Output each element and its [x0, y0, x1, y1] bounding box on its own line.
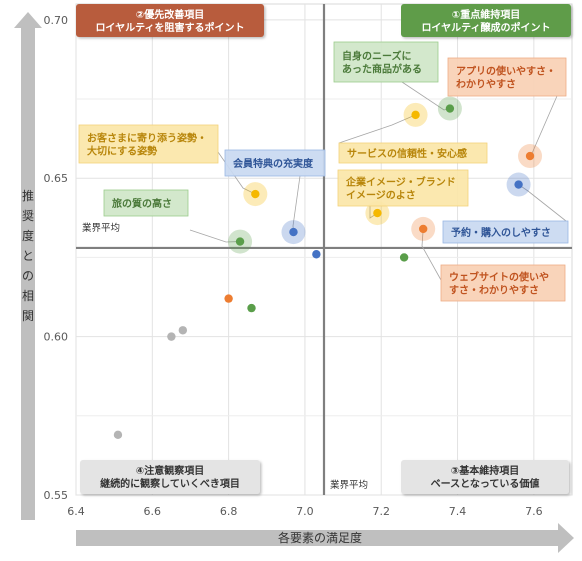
y-tick-label: 0.60: [44, 331, 69, 344]
y-axis-label-char: 奨: [22, 209, 34, 223]
data-point: [419, 224, 428, 234]
annotation-label-line: 大切にする姿勢: [87, 145, 157, 158]
annotation-label-line: 会員特典の充実度: [233, 157, 314, 170]
y-axis-arrow: [14, 12, 42, 520]
annotation-label: お客さまに寄り添う姿勢・大切にする姿勢: [87, 132, 207, 158]
data-point: [373, 208, 382, 218]
data-point: [289, 227, 298, 237]
annotation-label: 予約・購入のしやすさ: [451, 226, 551, 239]
y-axis-label-char: 度: [22, 228, 34, 243]
annotation-leader: [338, 114, 416, 144]
y-axis-label-char: 相: [22, 289, 34, 303]
quadrant-label-line: 継続的に観察していくべき項目: [100, 477, 240, 490]
quadrant-label-line: ④注意観察項目: [136, 464, 204, 477]
average-x-label: 業界平均: [330, 479, 368, 491]
annotation-label: サービスの信頼性・安心感: [347, 147, 467, 160]
data-point: [514, 180, 523, 189]
annotation-box: [333, 41, 439, 83]
data-point: [312, 250, 321, 259]
annotation-box: [337, 169, 469, 207]
annotation-label-line: あった商品がある: [342, 63, 422, 76]
quadrant-label-line: ベースとなっている価値: [431, 477, 540, 490]
annotation-label: 旅の質の高さ: [112, 197, 172, 210]
y-axis-label-char: と: [22, 249, 34, 263]
y-axis-label-char: 関: [22, 309, 34, 323]
annotation-box: [103, 189, 189, 217]
data-point: [399, 253, 409, 262]
quadrant-label-line: ③基本維持項目: [451, 464, 519, 477]
annotation-label-line: アプリの使いやすさ・: [456, 65, 556, 78]
annotation-label-line: 企業イメージ・ブランド: [345, 176, 456, 189]
annotation-leader: [421, 228, 442, 281]
quadrant-label: ④注意観察項目継続的に観察していくべき項目: [100, 464, 240, 490]
x-tick-label: 6.6: [144, 505, 162, 518]
annotation-box: [447, 57, 567, 97]
data-point: [178, 326, 188, 335]
data-point: [167, 332, 176, 341]
data-point: [411, 110, 420, 120]
quadrant-label: ②優先改善項目ロイヤルティを阻害するポイント: [95, 8, 244, 34]
y-tick-label: 0.70: [44, 14, 69, 27]
annotation-label: ウェブサイトの使いやすさ・わかりやすさ: [449, 271, 549, 297]
quadrant-label-line: ロイヤルティを阻害するポイント: [95, 21, 244, 34]
annotation-label-line: 旅の質の高さ: [112, 197, 172, 210]
average-y-label: 業界平均: [82, 222, 120, 234]
y-tick-label: 0.55: [44, 489, 69, 502]
annotation-label-line: 自身のニーズに: [342, 50, 412, 63]
quadrant-label-line: ①重点維持項目: [452, 8, 520, 21]
annotation-label-line: 予約・購入のしやすさ: [451, 226, 551, 239]
annotation-label-line: サービスの信頼性・安心感: [347, 147, 467, 160]
data-point: [525, 151, 535, 161]
annotation-leader: [189, 229, 241, 243]
data-point: [113, 430, 123, 440]
quadrant-label: ③基本維持項目ベースとなっている価値: [431, 464, 540, 490]
x-tick-label: 7.4: [449, 505, 467, 518]
annotation-box: [442, 220, 569, 244]
y-axis-label-char: 推: [22, 189, 34, 203]
x-tick-label: 7.2: [372, 505, 390, 518]
quadrant-label-box: [80, 460, 260, 494]
annotation-label: 会員特典の充実度: [233, 157, 314, 170]
data-point: [247, 303, 256, 313]
annotation-box: [78, 124, 219, 164]
annotation-label-line: イメージのよさ: [346, 190, 416, 202]
x-tick-label: 6.8: [220, 505, 238, 518]
quadrant-label-box: [401, 460, 569, 494]
y-axis-label-char: の: [22, 269, 34, 283]
annotation-box: [338, 142, 488, 164]
annotation-label-line: すさ・わかりやすさ: [449, 285, 539, 297]
annotation-label: 自身のニーズにあった商品がある: [342, 50, 422, 76]
x-tick-label: 7.6: [525, 505, 543, 518]
annotation-box: [440, 264, 566, 302]
annotation-label-line: ウェブサイトの使いや: [449, 271, 549, 284]
annotation-label-line: お客さまに寄り添う姿勢・: [87, 132, 207, 145]
quadrant-label-line: ロイヤルティ醸成のポイント: [421, 21, 550, 34]
annotation-box: [224, 149, 326, 177]
x-tick-label: 6.4: [67, 505, 85, 518]
x-tick-label: 7.0: [296, 505, 314, 518]
x-axis-label: 各要素の満足度: [278, 530, 362, 545]
quadrant-label-line: ②優先改善項目: [136, 8, 204, 21]
y-tick-label: 0.65: [44, 172, 69, 185]
quadrant-label-box: [76, 4, 264, 37]
x-axis-arrow: [76, 523, 574, 553]
data-point: [224, 294, 233, 303]
quadrant-label-box: [401, 4, 571, 37]
annotation-label: 企業イメージ・ブランドイメージのよさ: [345, 176, 456, 202]
quadrant-label: ①重点維持項目ロイヤルティ醸成のポイント: [421, 8, 550, 34]
data-point: [251, 189, 260, 199]
data-point: [235, 237, 245, 246]
annotation-label: アプリの使いやすさ・わかりやすさ: [456, 65, 556, 91]
annotation-label-line: わかりやすさ: [456, 79, 516, 91]
data-point: [445, 104, 455, 113]
